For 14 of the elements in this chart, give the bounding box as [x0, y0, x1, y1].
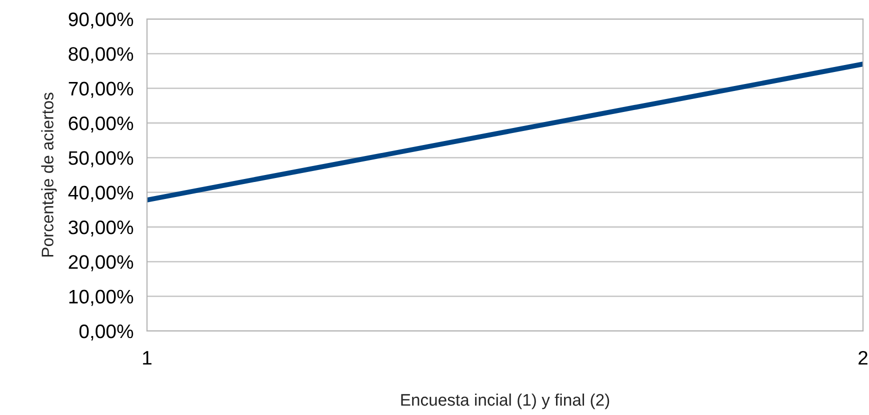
y-tick-label: 90,00%: [68, 12, 134, 29]
y-tick-label: 50,00%: [68, 151, 134, 168]
y-tick-label: 20,00%: [68, 255, 134, 272]
y-tick-label: 70,00%: [68, 82, 134, 98]
y-tick-label: 0,00%: [79, 324, 134, 341]
x-axis-title: Encuesta incial (1) y final (2): [401, 394, 610, 410]
y-tick-label: 10,00%: [69, 290, 134, 306]
y-axis-title: Porcentaje de aciertos: [41, 92, 57, 257]
y-tick-label: 40,00%: [68, 186, 134, 202]
y-tick-label: 80,00%: [68, 47, 134, 64]
y-tick-label: 30,00%: [68, 220, 134, 237]
y-tick-label: 60,00%: [68, 116, 134, 133]
x-tick-label: 1: [143, 351, 152, 365]
x-tick-label: 2: [858, 350, 868, 365]
